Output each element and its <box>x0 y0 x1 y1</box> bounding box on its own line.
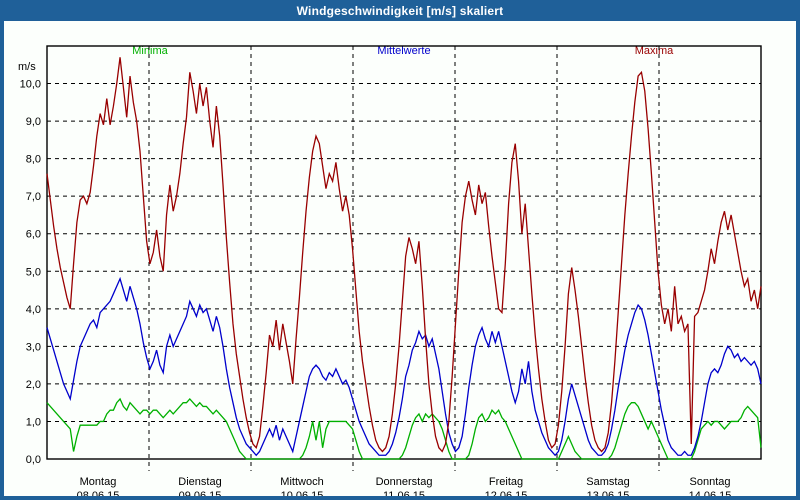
svg-text:1,0: 1,0 <box>26 416 41 428</box>
svg-text:13.06.15: 13.06.15 <box>587 490 630 496</box>
svg-text:14.06.15: 14.06.15 <box>689 490 732 496</box>
svg-text:Donnerstag: Donnerstag <box>376 476 433 488</box>
svg-text:09.06.15: 09.06.15 <box>179 490 222 496</box>
window-title-bar: Windgeschwindigkeit [m/s] skaliert <box>0 0 800 21</box>
svg-text:9,0: 9,0 <box>26 116 41 128</box>
svg-text:10,0: 10,0 <box>20 79 41 91</box>
legend-item-mittelwerte: Mittelwerte <box>377 45 431 57</box>
svg-text:Sonntag: Sonntag <box>690 476 731 488</box>
svg-text:10.06.15: 10.06.15 <box>281 490 324 496</box>
svg-text:Freitag: Freitag <box>489 476 523 488</box>
x-axis-tick-labels: Montag 08.06.15 Dienstag 09.06.15 Mittwoch 10… <box>77 476 732 496</box>
chart-canvas: m/s Minima Mittelwerte Maxima 0,0 1,0 2,0 3… <box>4 21 796 496</box>
svg-text:Montag: Montag <box>80 476 117 488</box>
svg-text:6,0: 6,0 <box>26 229 41 241</box>
chart-plot: 0,0 1,0 2,0 3,0 4,0 5,0 6,0 7,0 8,0 9,0 10,0 Monta… <box>20 45 762 496</box>
svg-text:2,0: 2,0 <box>26 379 41 391</box>
y-axis-unit-label: m/s <box>18 61 36 73</box>
svg-text:0,0: 0,0 <box>26 454 41 466</box>
legend-item-minima: Minima <box>132 45 168 57</box>
window-title: Windgeschwindigkeit [m/s] skaliert <box>296 3 504 18</box>
svg-text:5,0: 5,0 <box>26 266 41 278</box>
svg-text:08.06.15: 08.06.15 <box>77 490 120 496</box>
legend-item-maxima: Maxima <box>634 45 674 57</box>
grid-lines <box>47 45 761 471</box>
svg-text:8,0: 8,0 <box>26 154 41 166</box>
svg-text:11.06.15: 11.06.15 <box>383 490 425 496</box>
svg-text:Dienstag: Dienstag <box>178 476 221 488</box>
plot-frame <box>46 45 762 460</box>
svg-text:4,0: 4,0 <box>26 304 41 316</box>
y-axis-tick-labels: 0,0 1,0 2,0 3,0 4,0 5,0 6,0 7,0 8,0 9,0 10,0 <box>20 79 41 466</box>
svg-text:7,0: 7,0 <box>26 191 41 203</box>
svg-text:Mittwoch: Mittwoch <box>280 476 323 488</box>
svg-text:3,0: 3,0 <box>26 341 41 353</box>
data-series-group <box>46 57 762 460</box>
svg-text:Samstag: Samstag <box>586 476 629 488</box>
svg-text:12.06.15: 12.06.15 <box>485 490 528 496</box>
